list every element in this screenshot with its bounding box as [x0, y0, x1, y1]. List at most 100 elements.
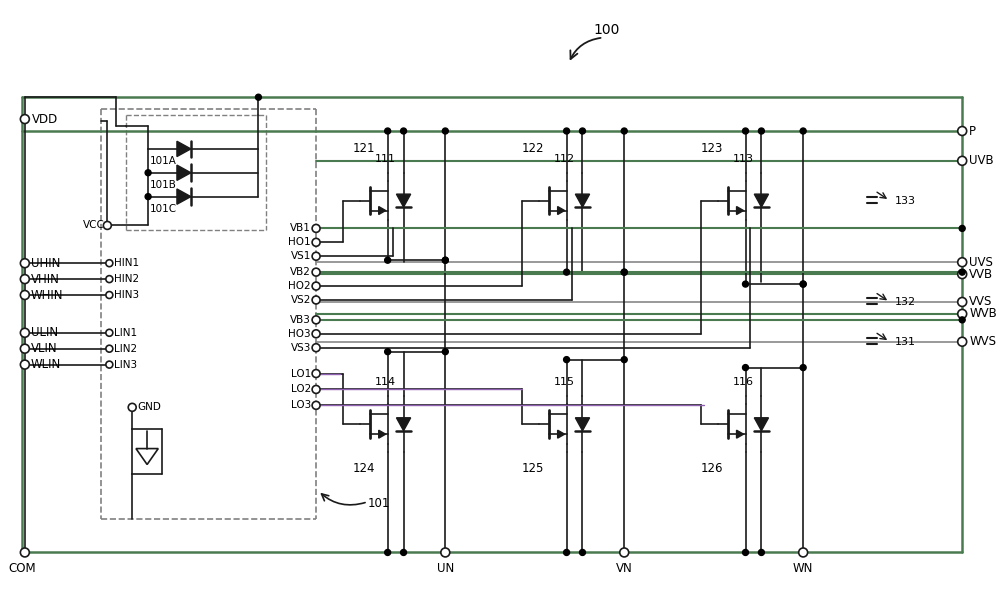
Text: COM: COM — [8, 563, 36, 576]
Polygon shape — [379, 207, 386, 214]
Text: VS2: VS2 — [291, 295, 311, 305]
Text: UN: UN — [437, 563, 454, 576]
Circle shape — [758, 549, 764, 555]
Circle shape — [958, 337, 967, 346]
Circle shape — [20, 344, 29, 353]
Circle shape — [959, 226, 965, 232]
Text: LO2: LO2 — [291, 384, 311, 394]
Text: VVS: VVS — [969, 295, 993, 308]
Text: 123: 123 — [701, 143, 723, 156]
Text: 125: 125 — [522, 463, 544, 475]
Text: 124: 124 — [353, 463, 375, 475]
Circle shape — [312, 238, 320, 247]
Polygon shape — [575, 194, 590, 207]
Text: 101B: 101B — [150, 179, 177, 189]
Polygon shape — [737, 430, 744, 438]
Circle shape — [385, 549, 391, 555]
Text: WVS: WVS — [969, 335, 996, 348]
Circle shape — [958, 298, 967, 307]
Text: UVB: UVB — [969, 154, 994, 168]
Text: HO1: HO1 — [288, 238, 311, 247]
Circle shape — [442, 257, 448, 263]
Circle shape — [621, 356, 627, 362]
Text: 100: 100 — [593, 23, 620, 37]
Circle shape — [385, 128, 391, 134]
Text: 116: 116 — [733, 377, 754, 387]
Text: 101: 101 — [368, 497, 390, 510]
Circle shape — [20, 328, 29, 337]
Circle shape — [743, 365, 748, 371]
Circle shape — [401, 128, 407, 134]
Text: 126: 126 — [701, 463, 723, 475]
Circle shape — [959, 317, 965, 323]
Circle shape — [743, 549, 748, 555]
Text: HIN1: HIN1 — [114, 258, 139, 268]
Text: VHIN: VHIN — [31, 273, 60, 286]
Circle shape — [958, 270, 967, 279]
Circle shape — [800, 365, 806, 371]
Text: 111: 111 — [375, 154, 396, 164]
Text: WN: WN — [793, 563, 813, 576]
Text: LIN1: LIN1 — [114, 328, 137, 338]
Circle shape — [312, 330, 320, 338]
Circle shape — [564, 269, 570, 275]
Polygon shape — [177, 141, 191, 157]
Text: 113: 113 — [733, 154, 754, 164]
Circle shape — [621, 269, 627, 275]
Text: WLIN: WLIN — [31, 358, 61, 371]
Text: WVB: WVB — [969, 308, 997, 320]
Circle shape — [103, 222, 111, 229]
Text: HO3: HO3 — [288, 328, 311, 339]
Text: VB3: VB3 — [290, 315, 311, 325]
Circle shape — [958, 258, 967, 267]
Circle shape — [959, 269, 965, 275]
Text: VS3: VS3 — [291, 343, 311, 353]
Text: VN: VN — [616, 563, 633, 576]
Circle shape — [620, 548, 629, 557]
Circle shape — [106, 361, 113, 368]
Circle shape — [800, 281, 806, 287]
Circle shape — [799, 548, 808, 557]
Circle shape — [20, 259, 29, 268]
Circle shape — [580, 128, 585, 134]
Circle shape — [312, 296, 320, 304]
Circle shape — [312, 386, 320, 393]
Circle shape — [106, 276, 113, 283]
Circle shape — [20, 290, 29, 299]
Text: GND: GND — [137, 402, 161, 412]
Circle shape — [442, 257, 448, 263]
Circle shape — [564, 128, 570, 134]
Circle shape — [401, 549, 407, 555]
Circle shape — [621, 269, 627, 275]
Text: P: P — [969, 125, 976, 137]
Text: 132: 132 — [895, 297, 916, 307]
Polygon shape — [754, 418, 769, 431]
Text: VDD: VDD — [32, 113, 58, 125]
Circle shape — [106, 329, 113, 336]
Circle shape — [743, 281, 748, 287]
Circle shape — [743, 128, 748, 134]
Circle shape — [20, 274, 29, 283]
Text: 131: 131 — [895, 337, 916, 347]
Circle shape — [312, 369, 320, 378]
Text: LIN2: LIN2 — [114, 344, 137, 353]
Text: HIN3: HIN3 — [114, 290, 139, 300]
Polygon shape — [379, 430, 386, 438]
Circle shape — [312, 252, 320, 260]
Text: HO2: HO2 — [288, 281, 311, 291]
Circle shape — [441, 548, 450, 557]
Circle shape — [312, 316, 320, 324]
Circle shape — [128, 403, 136, 411]
Circle shape — [145, 170, 151, 176]
Text: VLIN: VLIN — [31, 342, 57, 355]
Polygon shape — [396, 194, 411, 207]
Text: 114: 114 — [375, 377, 396, 387]
Circle shape — [106, 292, 113, 299]
Circle shape — [106, 260, 113, 267]
Text: VCC: VCC — [82, 220, 104, 230]
Text: HIN2: HIN2 — [114, 274, 139, 284]
Polygon shape — [737, 207, 744, 214]
Circle shape — [958, 309, 967, 318]
Text: 115: 115 — [554, 377, 575, 387]
Text: 101C: 101C — [150, 204, 177, 213]
